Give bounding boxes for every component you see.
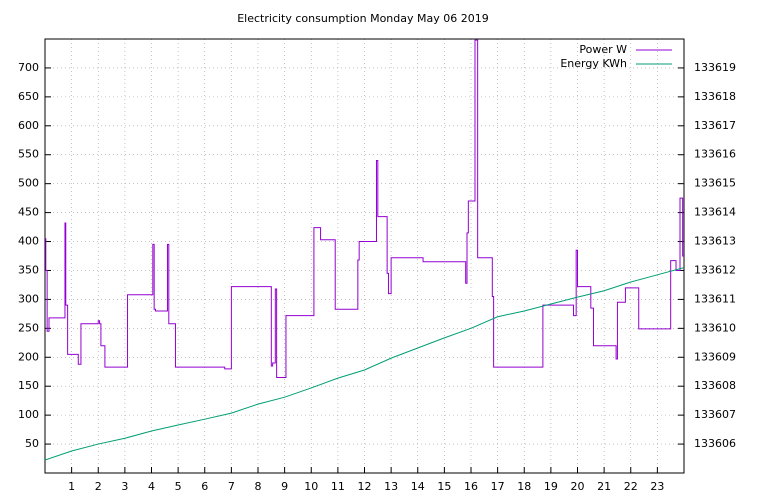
y-tick-label: 650: [18, 90, 39, 103]
x-tick-label: 18: [517, 480, 531, 493]
x-tick-label: 19: [544, 480, 558, 493]
y-tick-label: 200: [18, 350, 39, 363]
x-tick-label: 15: [437, 480, 451, 493]
y2-tick-label: 133619: [694, 61, 736, 74]
x-tick-label: 2: [95, 480, 102, 493]
y2-tick-label: 133612: [694, 263, 736, 276]
y2-tick-label: 133617: [694, 119, 736, 132]
y-tick-label: 50: [25, 437, 39, 450]
x-tick-label: 6: [201, 480, 208, 493]
x-tick-label: 11: [331, 480, 345, 493]
x-tick-label: 1: [68, 480, 75, 493]
y2-tick-label: 133614: [694, 206, 736, 219]
x-tick-label: 17: [491, 480, 505, 493]
y-tick-label: 250: [18, 321, 39, 334]
y-tick-label: 400: [18, 235, 39, 248]
x-tick-label: 7: [228, 480, 235, 493]
y-tick-label: 150: [18, 379, 39, 392]
x-tick-label: 13: [384, 480, 398, 493]
x-tick-label: 3: [121, 480, 128, 493]
x-tick-label: 21: [597, 480, 611, 493]
y-tick-label: 500: [18, 177, 39, 190]
x-tick-label: 12: [358, 480, 372, 493]
legend-label: Power W: [579, 43, 627, 56]
y2-tick-label: 133618: [694, 90, 736, 103]
x-tick-label: 14: [411, 480, 425, 493]
y-tick-label: 600: [18, 119, 39, 132]
series-line: [45, 267, 684, 461]
y2-tick-label: 133609: [694, 350, 736, 363]
x-tick-label: 8: [255, 480, 262, 493]
y2-tick-label: 133616: [694, 148, 736, 161]
y-tick-label: 450: [18, 206, 39, 219]
x-tick-label: 16: [464, 480, 478, 493]
y2-tick-label: 133610: [694, 321, 736, 334]
y2-tick-label: 133611: [694, 292, 736, 305]
y-tick-label: 700: [18, 61, 39, 74]
y-tick-label: 550: [18, 148, 39, 161]
y2-tick-label: 133606: [694, 437, 736, 450]
x-tick-label: 5: [175, 480, 182, 493]
y-tick-label: 350: [18, 263, 39, 276]
x-tick-label: 4: [148, 480, 155, 493]
chart-title: Electricity consumption Monday May 06 20…: [237, 12, 489, 25]
x-tick-label: 23: [650, 480, 664, 493]
x-tick-label: 22: [624, 480, 638, 493]
x-tick-label: 20: [571, 480, 585, 493]
y2-tick-label: 133607: [694, 408, 736, 421]
y2-tick-label: 133608: [694, 379, 736, 392]
legend-label: Energy KWh: [560, 57, 627, 70]
series-line: [45, 39, 684, 379]
y-tick-label: 100: [18, 408, 39, 421]
x-tick-label: 9: [281, 480, 288, 493]
y2-tick-label: 133615: [694, 177, 736, 190]
y-tick-label: 300: [18, 292, 39, 305]
y2-tick-label: 133613: [694, 235, 736, 248]
x-tick-label: 10: [304, 480, 318, 493]
